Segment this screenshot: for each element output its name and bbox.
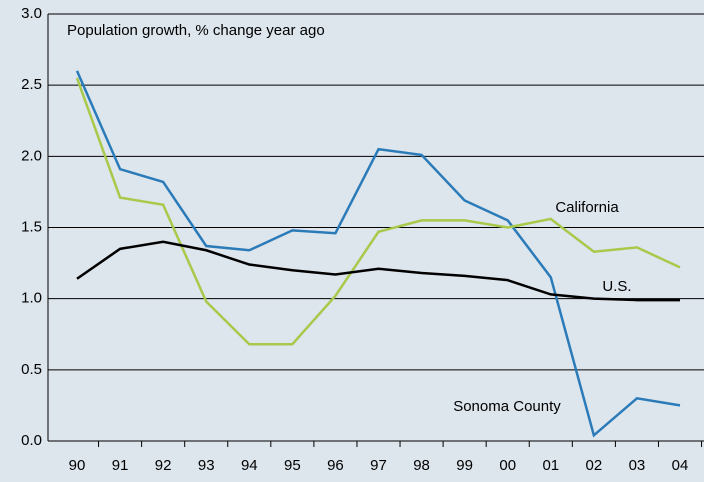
- x-tick-label: 91: [112, 457, 129, 474]
- y-tick-label: 0.5: [21, 361, 42, 378]
- x-tick-label: 03: [629, 457, 646, 474]
- x-tick-label: 99: [456, 457, 473, 474]
- x-tick-label: 98: [413, 457, 430, 474]
- x-tick-label: 02: [586, 457, 603, 474]
- chart-title: Population growth, % change year ago: [67, 22, 325, 39]
- series-line: [75, 77, 681, 346]
- x-tick-label: 90: [69, 457, 86, 474]
- series-label: California: [555, 199, 619, 216]
- x-tick-label: 97: [370, 457, 387, 474]
- x-tick-label: 92: [155, 457, 172, 474]
- x-tick-label: 00: [499, 457, 516, 474]
- x-tick-label: 01: [542, 457, 559, 474]
- series-label: U.S.: [602, 278, 631, 295]
- series-label: Sonoma County: [453, 398, 561, 415]
- x-tick-label: 93: [198, 457, 215, 474]
- x-tick-label: 96: [327, 457, 344, 474]
- x-tick-label: 04: [672, 457, 689, 474]
- y-tick-label: 3.0: [21, 5, 42, 22]
- series-line: [75, 70, 681, 438]
- x-tick-label: 95: [284, 457, 301, 474]
- y-tick-label: 2.5: [21, 76, 42, 93]
- series-line: [76, 240, 680, 302]
- y-tick-label: 0.0: [21, 432, 42, 449]
- x-tick-label: 94: [241, 457, 258, 474]
- y-tick-label: 1.5: [21, 218, 42, 235]
- y-tick-label: 2.0: [21, 147, 42, 164]
- y-tick-label: 1.0: [21, 290, 42, 307]
